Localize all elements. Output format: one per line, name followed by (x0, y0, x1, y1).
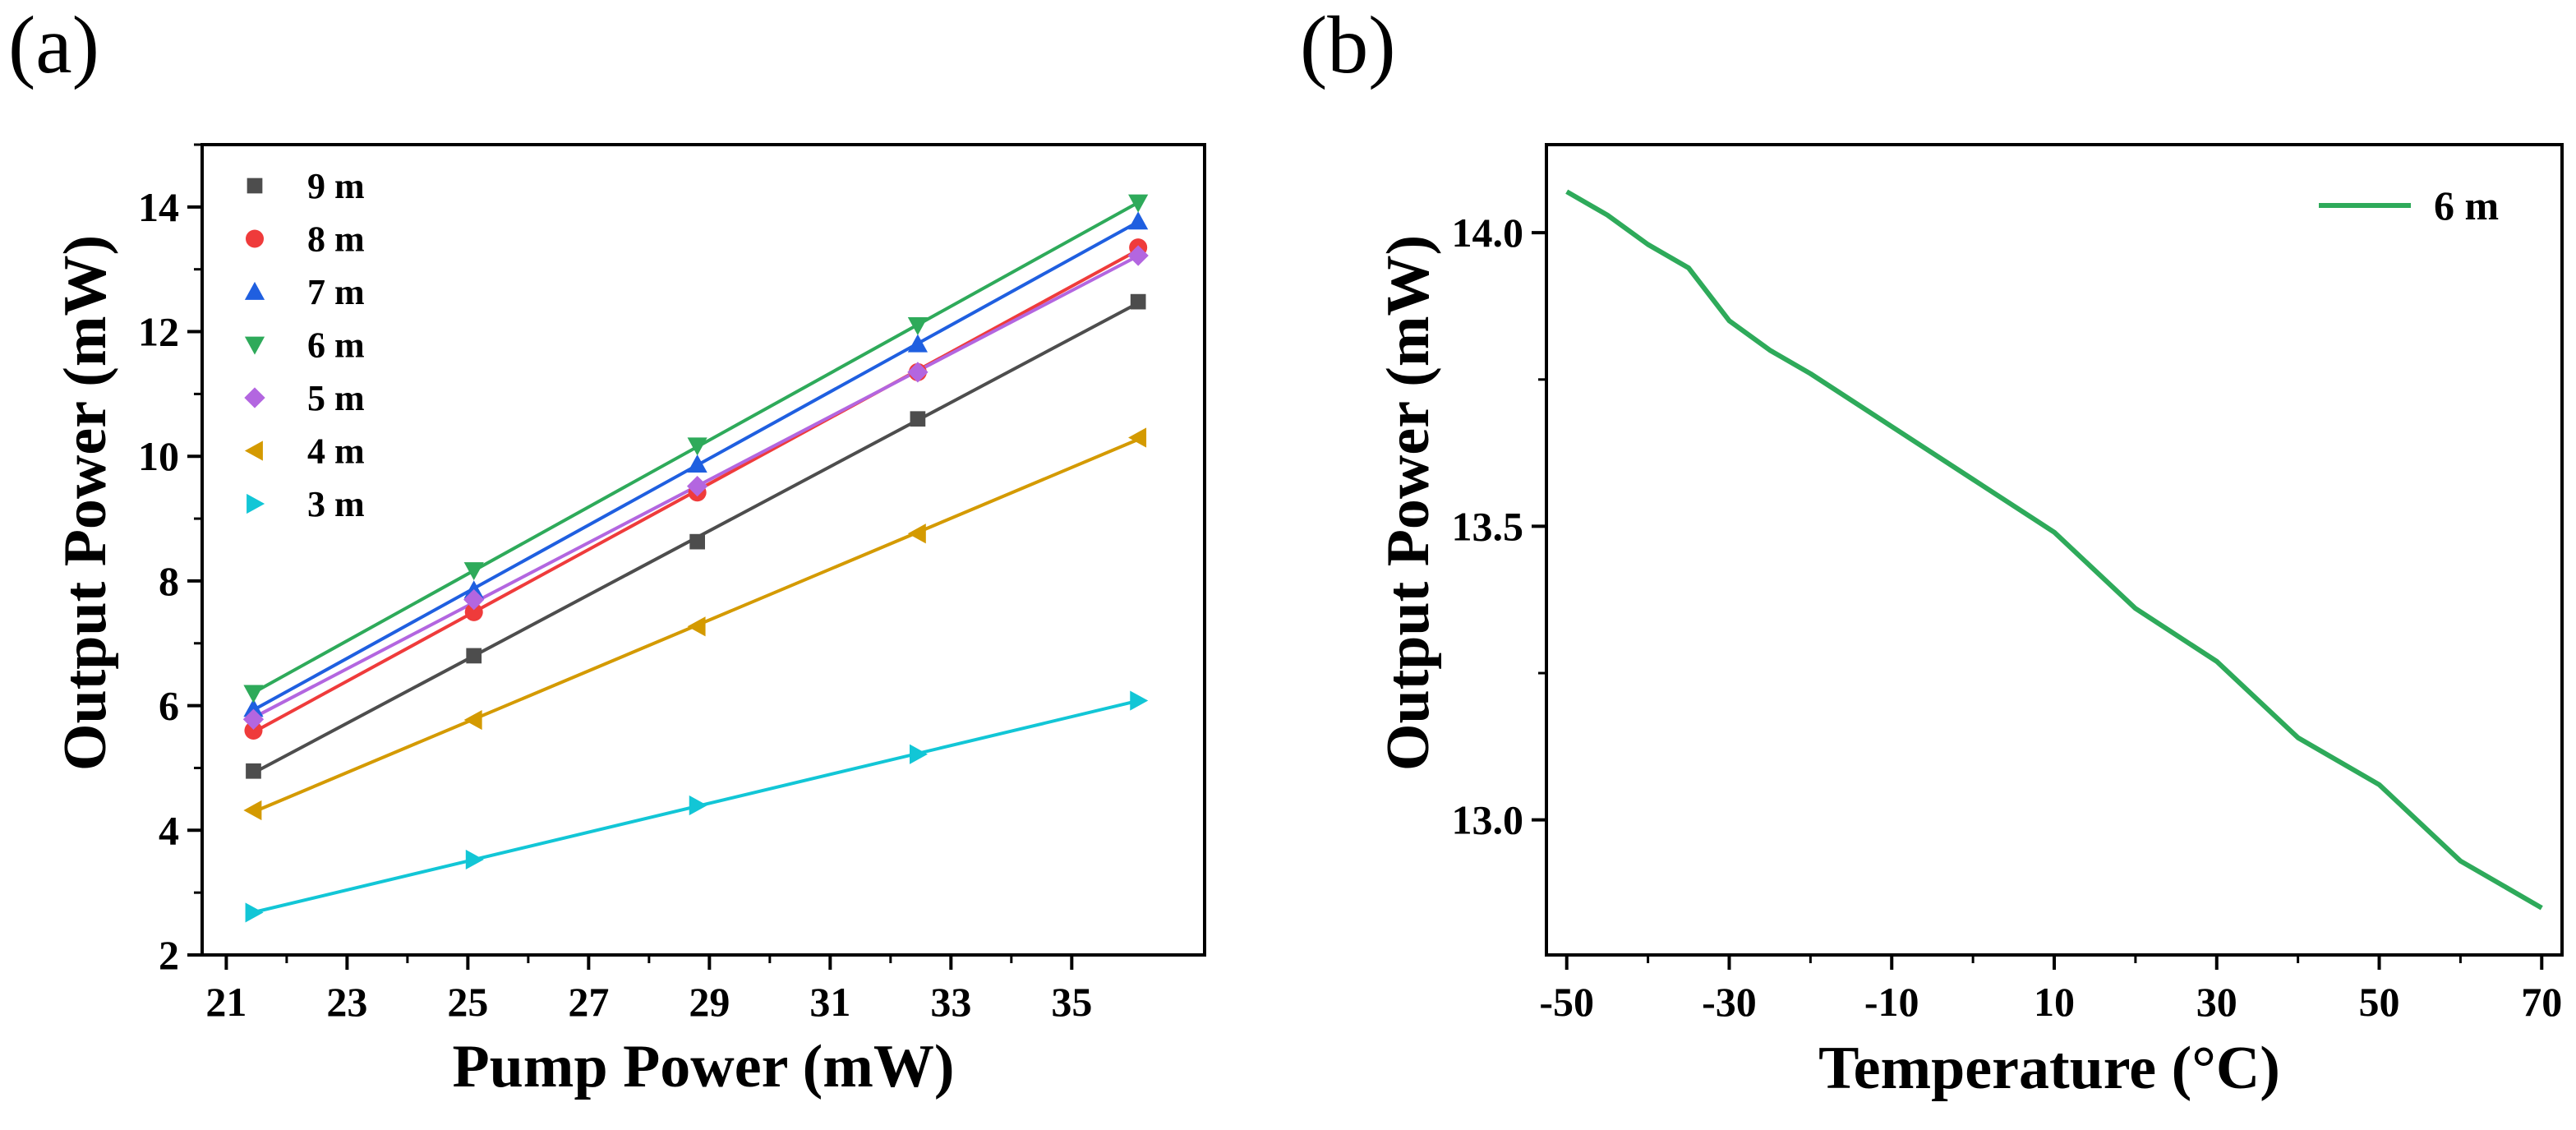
legend-label: 4 m (307, 431, 365, 472)
data-point-6m (1128, 194, 1149, 213)
data-point-4m (1128, 427, 1147, 448)
panel-a-y-ticks: 2 4 6 8 10 12 14 (138, 143, 202, 978)
data-point-8m (464, 602, 483, 621)
data-point-4m (687, 616, 706, 637)
panel-b-y-ticks: 13.0 13.5 14.0 (1452, 210, 1546, 843)
panel-b-x-ticks: -50 -30 -10 10 30 50 70 (1539, 955, 2562, 1025)
x-tick-label: -30 (1702, 979, 1757, 1025)
legend-marker (247, 178, 263, 194)
legend-label: 6 m (307, 325, 365, 366)
x-tick-label: 25 (447, 979, 488, 1025)
panel-a-y-axis-title: Output Power (mW) (52, 235, 119, 771)
panel-b-plot-frame (1545, 143, 2564, 957)
data-point-7m (243, 699, 264, 717)
data-point-7m (1128, 211, 1149, 230)
panel-b: (b) -50 -30 -10 10 30 50 70 13.0 13.5 14.0 6 m T… (1300, 0, 2564, 1102)
panel-a-plot-frame (200, 143, 1206, 957)
data-point-3m (1130, 690, 1149, 711)
data-point-5m (463, 589, 485, 611)
legend-label: 5 m (307, 378, 365, 418)
legend-marker (244, 336, 265, 355)
y-tick-label: 14.0 (1452, 210, 1524, 256)
data-point-9m (910, 411, 926, 427)
legend-label: 8 m (307, 219, 365, 260)
data-point-9m (466, 648, 482, 664)
x-tick-label: 35 (1051, 979, 1092, 1025)
data-point-3m (689, 795, 707, 816)
data-point-3m (910, 744, 929, 764)
legend-label: 3 m (307, 484, 365, 524)
legend-marker (244, 281, 265, 300)
data-point-6m (907, 317, 929, 336)
data-point-7m (907, 334, 929, 353)
x-tick-label: 31 (809, 979, 850, 1025)
panel-a-x-ticks: 21 23 25 27 29 31 33 35 (205, 955, 1092, 1025)
panel-a-markers (242, 194, 1149, 923)
data-point-9m (246, 763, 261, 779)
y-tick-label: 13.5 (1452, 503, 1524, 549)
data-point-6m (243, 685, 264, 703)
panel-a-x-axis-title: Pump Power (mW) (452, 1033, 954, 1100)
data-point-7m (687, 454, 707, 473)
legend-marker (246, 229, 264, 248)
y-tick-label: 14 (138, 184, 179, 230)
data-point-3m (245, 902, 264, 923)
y-tick-label: 13.0 (1452, 797, 1524, 843)
x-tick-label: 21 (205, 979, 247, 1025)
data-point-9m (689, 533, 706, 550)
panel-a: (a) 21 23 25 27 29 31 33 35 2 4 6 8 10 12 14 9 m 8 m 7 … (8, 0, 1206, 1100)
panel-b-label: (b) (1300, 0, 1396, 90)
data-point-4m (907, 523, 926, 544)
panel-b-y-axis-title: Output Power (mW) (1375, 235, 1442, 771)
y-tick-label: 2 (159, 932, 179, 978)
x-tick-label: 29 (689, 979, 730, 1025)
legend-label: 9 m (307, 166, 365, 206)
y-tick-label: 8 (159, 558, 179, 604)
legend-label: 7 m (307, 272, 365, 312)
legend-marker (244, 387, 265, 408)
y-tick-label: 12 (138, 309, 179, 355)
x-tick-label: -50 (1539, 979, 1594, 1025)
legend-marker (247, 493, 265, 514)
x-tick-label: 50 (2359, 979, 2400, 1025)
x-tick-label: 70 (2521, 979, 2562, 1025)
data-point-4m (243, 800, 262, 821)
data-point-3m (465, 849, 484, 870)
data-point-5m (687, 475, 708, 497)
x-tick-label: -10 (1864, 979, 1919, 1025)
legend-label: 6 m (2434, 182, 2499, 228)
x-tick-label: 33 (930, 979, 971, 1025)
data-point-6m (463, 562, 484, 581)
panel-a-label: (a) (8, 0, 99, 90)
x-tick-label: 27 (568, 979, 609, 1025)
y-tick-label: 6 (159, 683, 179, 729)
y-tick-label: 4 (159, 807, 179, 853)
panel-a-legend: 9 m 8 m 7 m 6 m 5 m 4 m 3 m (244, 166, 365, 524)
panel-b-legend: 6 m (2319, 182, 2499, 228)
legend-marker (244, 440, 263, 461)
data-point-5m (907, 362, 929, 383)
data-point-9m (1130, 293, 1146, 310)
x-tick-label: 30 (2196, 979, 2237, 1025)
data-point-6m (687, 437, 707, 456)
data-point-4m (463, 709, 482, 731)
data-point-8m (244, 721, 263, 740)
series-line-6m (1565, 189, 2543, 911)
data-point-5m (242, 708, 265, 730)
panel-b-x-axis-title: Temperature (°C) (1818, 1035, 2280, 1102)
y-tick-label: 10 (138, 433, 179, 479)
panel-b-series-lines (1565, 189, 2543, 911)
x-tick-label: 23 (326, 979, 367, 1025)
x-tick-label: 10 (2034, 979, 2075, 1025)
data-point-5m (1127, 245, 1149, 266)
